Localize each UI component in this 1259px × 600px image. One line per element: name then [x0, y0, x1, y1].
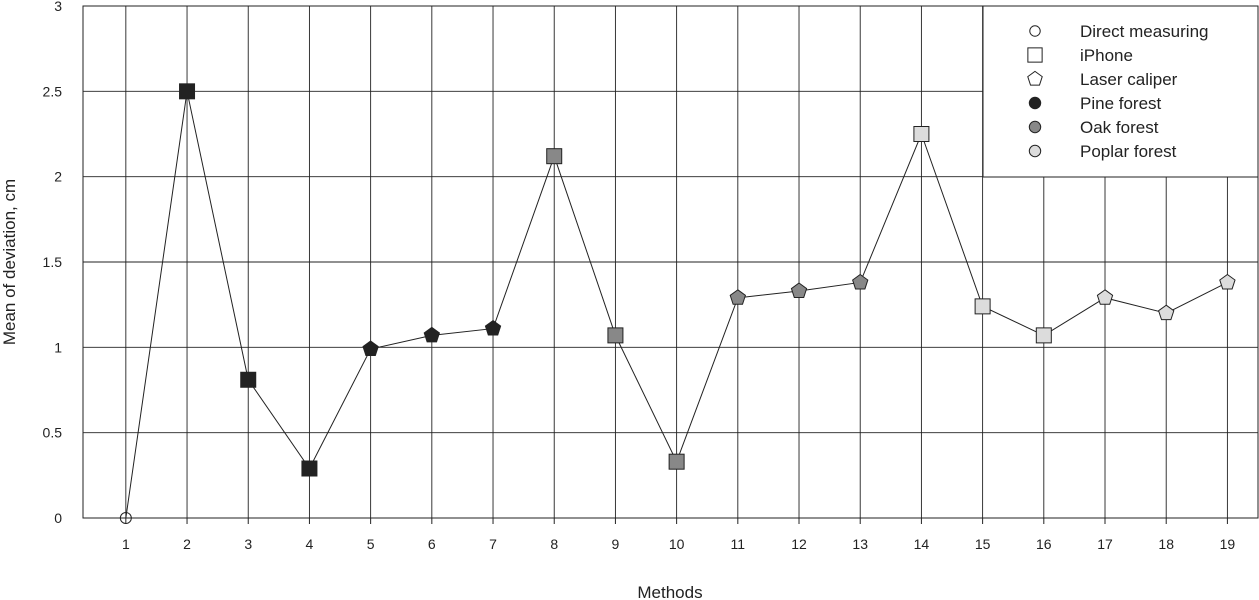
- data-point: [1096, 289, 1114, 305]
- x-axis-title: Methods: [637, 583, 702, 600]
- legend-marker: [1028, 120, 1042, 134]
- legend-label: Direct measuring: [1080, 22, 1209, 41]
- legend-marker: [1028, 96, 1042, 110]
- x-tick-label: 19: [1220, 536, 1236, 552]
- x-tick-label: 11: [731, 536, 746, 552]
- x-tick-label: 3: [244, 536, 252, 552]
- x-tick-label: 18: [1158, 536, 1174, 552]
- x-tick-label: 10: [669, 536, 685, 552]
- data-point: [240, 371, 257, 388]
- y-tick-label: 3: [54, 0, 62, 14]
- data-point: [1158, 304, 1175, 321]
- y-tick-label: 1.5: [43, 254, 63, 270]
- legend-marker: [1027, 47, 1043, 63]
- legend-label: iPhone: [1080, 46, 1133, 65]
- y-tick-label: 0.5: [43, 425, 63, 441]
- data-point: [423, 326, 441, 343]
- series: [119, 83, 1236, 524]
- y-tick-label: 2: [54, 169, 62, 185]
- data-point: [301, 460, 318, 477]
- legend-box: [982, 5, 1259, 178]
- data-point: [1035, 327, 1052, 344]
- data-point: [913, 126, 930, 142]
- y-axis-title: Mean of deviation, cm: [0, 179, 19, 345]
- x-tick-label: 4: [306, 536, 314, 552]
- data-point: [852, 273, 869, 290]
- legend-marker: [1027, 70, 1043, 86]
- legend-label: Oak forest: [1080, 118, 1159, 137]
- legend-label: Laser caliper: [1080, 70, 1178, 89]
- x-tick-label: 5: [367, 536, 375, 552]
- legend: Direct measuring iPhone Laser caliper Pine …: [982, 5, 1259, 178]
- y-tick-label: 0: [54, 510, 62, 526]
- x-tick-labels: 1 2 3 4 5 6 7 8 9 10 11 12 13 14 15 16 17 18 19: [122, 518, 1235, 552]
- x-tick-label: 15: [975, 536, 991, 552]
- y-tick-label: 2.5: [43, 83, 63, 99]
- legend-label: Poplar forest: [1080, 142, 1177, 161]
- y-tick-label: 1: [54, 339, 62, 355]
- x-tick-label: 14: [914, 536, 930, 552]
- data-point: [179, 83, 196, 100]
- data-point: [607, 327, 624, 344]
- data-point: [668, 453, 685, 470]
- legend-marker: [1028, 144, 1042, 158]
- data-point: [974, 298, 991, 315]
- x-tick-label: 9: [612, 536, 620, 552]
- x-tick-label: 1: [122, 536, 130, 552]
- plot-frame: [82, 5, 1259, 519]
- legend-label: Pine forest: [1080, 94, 1162, 113]
- data-point: [1219, 273, 1236, 290]
- data-point: [729, 289, 747, 305]
- y-tick-labels: 0 0.5 1 1.5 2 2.5 3: [43, 0, 63, 526]
- data-point: [546, 148, 563, 165]
- x-tick-label: 8: [550, 536, 558, 552]
- data-point: [119, 512, 132, 524]
- x-tick-label: 7: [489, 536, 497, 552]
- data-point: [790, 282, 808, 298]
- data-point: [484, 319, 502, 336]
- x-tick-label: 2: [183, 536, 191, 552]
- x-tick-label: 17: [1097, 536, 1113, 552]
- grid: [83, 5, 1258, 519]
- data-point: [362, 340, 379, 357]
- legend-marker: [1029, 25, 1041, 37]
- x-tick-label: 13: [852, 536, 868, 552]
- x-tick-label: 12: [791, 536, 807, 552]
- x-tick-label: 6: [428, 536, 436, 552]
- x-tick-label: 16: [1036, 536, 1052, 552]
